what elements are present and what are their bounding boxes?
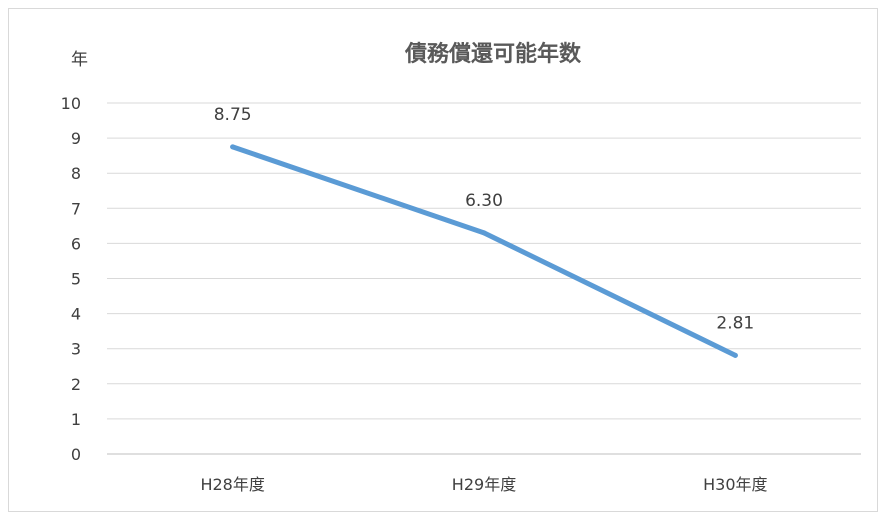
x-tick-label: H28年度 — [200, 475, 264, 494]
data-point — [481, 230, 487, 236]
chart-title: 債務償還可能年数 — [404, 41, 582, 67]
data-label: 6.30 — [465, 191, 503, 211]
y-tick-label: 1 — [71, 410, 81, 429]
data-label: 2.81 — [716, 313, 754, 333]
y-tick-label: 9 — [71, 129, 81, 148]
y-tick-label: 5 — [71, 270, 81, 289]
y-tick-label: 4 — [71, 305, 81, 324]
y-tick-label: 10 — [61, 94, 81, 113]
y-tick-label: 2 — [71, 375, 81, 394]
series-layer — [230, 144, 738, 358]
x-axis-ticks: H28年度 H29年度 H30年度 — [200, 475, 767, 494]
y-axis-ticks: 0 1 2 3 4 5 6 7 8 9 10 — [61, 94, 81, 464]
data-labels: 8.75 6.30 2.81 — [214, 105, 755, 333]
y-axis-unit-label: 年 — [71, 50, 88, 70]
y-tick-label: 6 — [71, 234, 81, 253]
x-tick-label: H30年度 — [703, 475, 767, 494]
y-tick-label: 7 — [71, 199, 81, 218]
series-line — [230, 144, 738, 358]
gridlines — [107, 102, 861, 455]
y-tick-label: 0 — [71, 445, 81, 464]
y-tick-label: 3 — [71, 340, 81, 359]
data-point — [732, 352, 738, 358]
x-tick-label: H29年度 — [452, 475, 516, 494]
chart-container: 債務償還可能年数 年 0 1 2 3 4 5 6 7 8 9 10 H28年度 H29年度 H30年度 … — [8, 8, 878, 512]
data-label: 8.75 — [214, 105, 252, 125]
data-point — [230, 144, 236, 150]
y-tick-label: 8 — [71, 164, 81, 183]
